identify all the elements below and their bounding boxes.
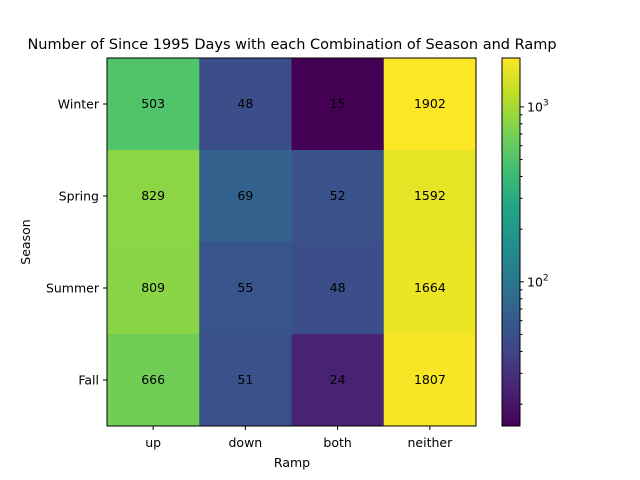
cell-value-label: 69 xyxy=(237,188,253,203)
cell-value-label: 829 xyxy=(141,188,165,203)
colorbar-tick-label: 102 xyxy=(527,273,549,289)
heatmap-cell xyxy=(199,242,292,335)
x-axis-ticks: up down both neither xyxy=(145,426,453,450)
y-tick-label: Fall xyxy=(78,373,99,388)
cell-value-label: 503 xyxy=(141,96,165,111)
heatmap-cell xyxy=(199,334,292,427)
heatmap-cells xyxy=(107,58,477,427)
cell-value-label: 15 xyxy=(330,96,346,111)
heatmap-cell xyxy=(383,58,477,151)
heatmap-cell xyxy=(291,150,385,243)
heatmap-cell xyxy=(291,334,385,427)
x-tick-label: both xyxy=(323,435,351,450)
y-tick-label: Winter xyxy=(58,97,100,112)
x-tick-label: neither xyxy=(408,435,454,450)
heatmap-cell xyxy=(107,242,200,335)
cell-value-label: 1807 xyxy=(414,372,446,387)
cell-value-label: 1664 xyxy=(414,280,446,295)
y-tick-label: Summer xyxy=(46,281,100,296)
cell-value-label: 1592 xyxy=(414,188,446,203)
heatmap-cell xyxy=(383,334,477,427)
heatmap-cell xyxy=(291,58,385,151)
heatmap-cell xyxy=(383,150,477,243)
colorbar xyxy=(501,57,521,427)
chart-title: Number of Since 1995 Days with each Comb… xyxy=(27,37,556,53)
x-tick-label: up xyxy=(145,435,161,450)
cell-value-label: 48 xyxy=(237,96,253,111)
x-tick-label: down xyxy=(229,435,263,450)
heatmap-cell-labels: 503 48 15 1902 829 69 52 1592 809 55 48 1664 666 51 24… xyxy=(141,96,446,387)
cell-value-label: 55 xyxy=(237,280,253,295)
colorbar-tick-label: 103 xyxy=(527,98,549,114)
cell-value-label: 24 xyxy=(330,372,346,387)
heatmap-cell xyxy=(107,150,200,243)
cell-value-label: 809 xyxy=(141,280,165,295)
y-tick-label: Spring xyxy=(59,189,99,204)
heatmap-frame xyxy=(106,57,477,427)
y-axis-ticks: Winter Spring Summer Fall xyxy=(46,97,107,388)
heatmap-cell xyxy=(199,150,292,243)
y-axis-label: Season xyxy=(18,219,33,264)
heatmap-cell xyxy=(383,242,477,335)
heatmap-cell xyxy=(199,58,292,151)
colorbar-ticks: 102 103 xyxy=(520,98,549,405)
cell-value-label: 48 xyxy=(330,280,346,295)
cell-value-label: 1902 xyxy=(414,96,446,111)
cell-value-label: 52 xyxy=(330,188,346,203)
heatmap-cell xyxy=(107,58,200,151)
heatmap-cell xyxy=(291,242,385,335)
x-axis-label: Ramp xyxy=(274,455,310,470)
cell-value-label: 51 xyxy=(237,372,253,387)
heatmap-cell xyxy=(107,334,200,427)
cell-value-label: 666 xyxy=(141,372,165,387)
